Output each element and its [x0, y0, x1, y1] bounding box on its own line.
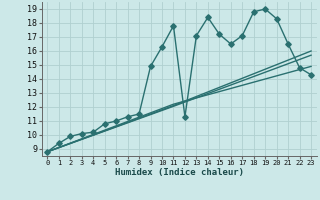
- X-axis label: Humidex (Indice chaleur): Humidex (Indice chaleur): [115, 168, 244, 177]
